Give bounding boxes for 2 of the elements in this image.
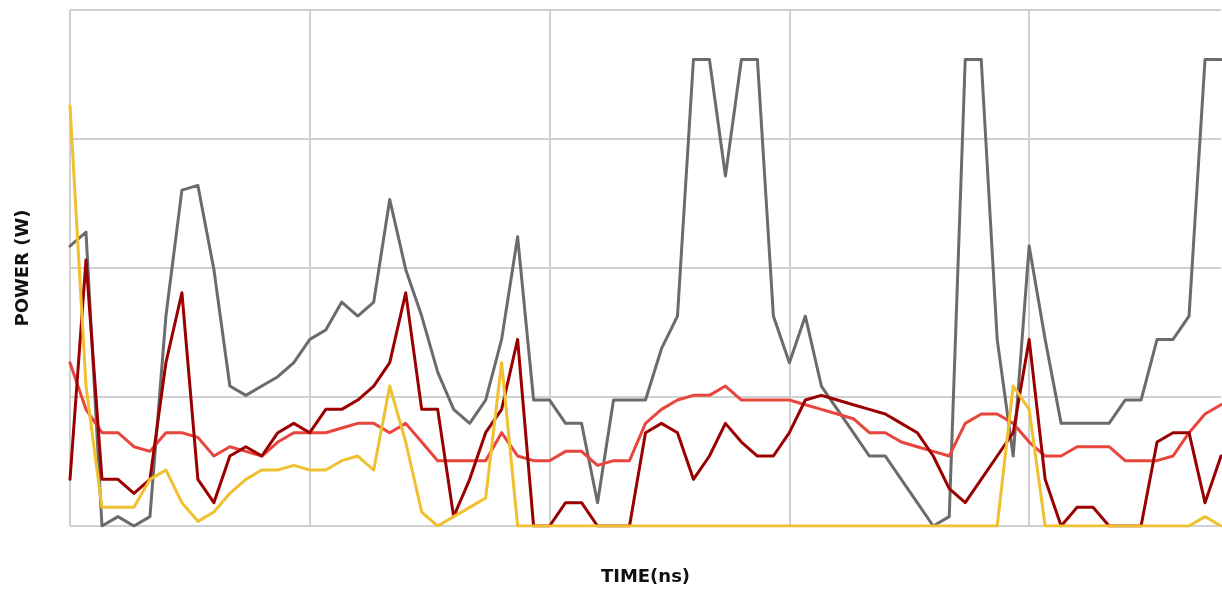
x-axis-title: TIME(ns): [600, 564, 691, 586]
y-axis-title: POWER (W): [10, 209, 32, 327]
